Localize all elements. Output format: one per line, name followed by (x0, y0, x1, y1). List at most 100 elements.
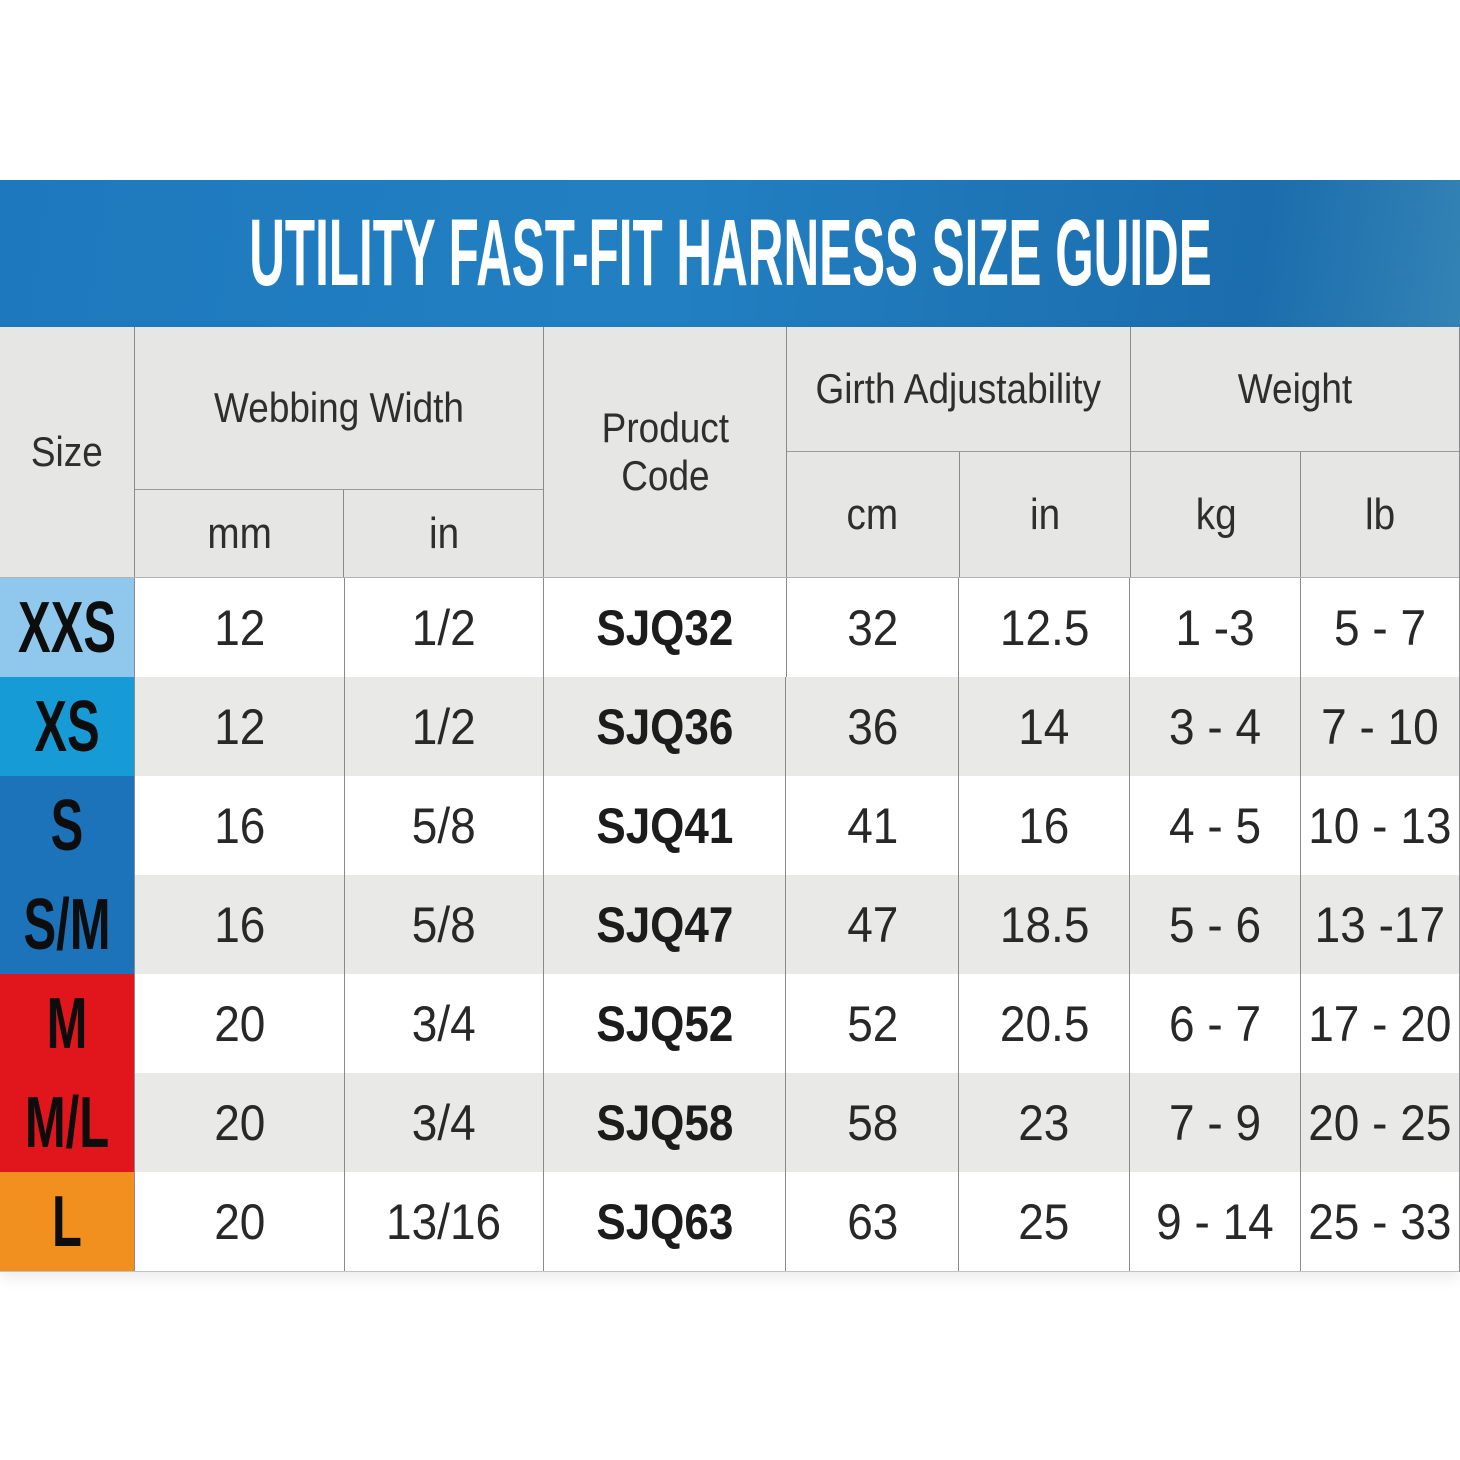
table-row: M 20 3/4 SJQ52 52 20.5 6 - 7 17 - 20 (0, 974, 1459, 1073)
cell-value: 25 - 33 (1308, 1193, 1452, 1250)
size-label: S/M (23, 884, 111, 965)
size-label: XXS (18, 587, 116, 668)
product-code-cell: SJQ41 (544, 776, 787, 875)
weight-kg-cell: 6 - 7 (1130, 974, 1302, 1073)
girth-in-cell: 25 (959, 1172, 1131, 1271)
header-girth-units: cm in (787, 452, 1130, 577)
cell-value: 5 - 6 (1169, 896, 1262, 953)
title-banner: UTILITY FAST-FIT HARNESS SIZE GUIDE (0, 180, 1460, 327)
girth-in-cell: 18.5 (959, 875, 1131, 974)
page-title: UTILITY FAST-FIT HARNESS SIZE GUIDE (248, 200, 1212, 306)
cell-value: 12 (213, 698, 265, 755)
webbing-mm-cell: 12 (135, 677, 345, 776)
header-girth-adjustability: Girth Adjustability (787, 327, 1130, 452)
weight-kg-cell: 3 - 4 (1130, 677, 1302, 776)
cell-value: 4 - 5 (1169, 797, 1262, 854)
table-header: Size Webbing Width mm in Product Code (0, 327, 1459, 578)
product-code-value: SJQ47 (596, 896, 734, 953)
product-code-value: SJQ52 (596, 995, 734, 1052)
cell-value: 7 - 9 (1169, 1094, 1262, 1151)
girth-cm-cell: 32 (787, 578, 960, 677)
girth-cm-cell: 58 (786, 1073, 960, 1172)
product-code-value: SJQ63 (596, 1193, 734, 1250)
product-code-cell: SJQ47 (544, 875, 787, 974)
size-cell: L (0, 1172, 135, 1271)
header-webbing-width: Webbing Width (135, 327, 543, 490)
girth-cm-cell: 47 (786, 875, 960, 974)
header-unit-cm: cm (787, 452, 960, 577)
header-unit-mm: mm (135, 490, 345, 577)
webbing-in-cell: 3/4 (345, 974, 544, 1073)
table-row: M/L 20 3/4 SJQ58 58 23 7 - 9 20 - 25 (0, 1073, 1459, 1172)
cell-value: 20 (213, 1193, 265, 1250)
table-row: L 20 13/16 SJQ63 63 25 9 - 14 25 - 33 (0, 1172, 1459, 1271)
cell-value: 1/2 (411, 599, 476, 656)
cell-value: 3/4 (411, 995, 476, 1052)
cell-value: 17 - 20 (1308, 995, 1452, 1052)
header-unit-girth-in: in (1029, 489, 1060, 539)
size-cell: S/M (0, 875, 135, 974)
weight-kg-cell: 9 - 14 (1130, 1172, 1302, 1271)
webbing-mm-cell: 20 (135, 1073, 345, 1172)
webbing-mm-cell: 16 (135, 776, 345, 875)
header-weight: Weight (1131, 327, 1459, 452)
webbing-mm-cell: 20 (135, 1172, 345, 1271)
cell-value: 41 (846, 797, 898, 854)
weight-lb-cell: 17 - 20 (1301, 974, 1459, 1073)
product-code-cell: SJQ52 (544, 974, 787, 1073)
cell-value: 16 (213, 896, 265, 953)
header-group-webbing-width: Webbing Width mm in (135, 327, 544, 577)
weight-lb-cell: 25 - 33 (1301, 1172, 1459, 1271)
girth-in-cell: 12.5 (959, 578, 1131, 677)
header-weight-units: kg lb (1131, 452, 1459, 577)
header-size: Size (0, 327, 135, 577)
size-cell: M (0, 974, 135, 1073)
weight-kg-cell: 4 - 5 (1130, 776, 1302, 875)
table-row: S 16 5/8 SJQ41 41 16 4 - 5 10 - 13 (0, 776, 1459, 875)
product-code-cell: SJQ32 (544, 578, 787, 677)
header-product-code-label: Product Code (601, 403, 729, 499)
header-unit-in: in (428, 508, 459, 558)
size-label: M/L (24, 1082, 110, 1163)
header-unit-lb: lb (1365, 489, 1396, 539)
weight-kg-cell: 7 - 9 (1130, 1073, 1302, 1172)
cell-value: 1 -3 (1175, 599, 1255, 656)
webbing-in-cell: 1/2 (345, 578, 544, 677)
cell-value: 20 (213, 1094, 265, 1151)
size-cell: XS (0, 677, 135, 776)
cell-value: 23 (1018, 1094, 1070, 1151)
webbing-in-cell: 13/16 (345, 1172, 544, 1271)
webbing-in-cell: 5/8 (345, 875, 544, 974)
product-code-cell: SJQ63 (544, 1172, 787, 1271)
weight-lb-cell: 5 - 7 (1301, 578, 1459, 677)
cell-value: 7 - 10 (1321, 698, 1439, 755)
girth-cm-cell: 41 (786, 776, 960, 875)
size-cell: M/L (0, 1073, 135, 1172)
girth-cm-cell: 52 (786, 974, 960, 1073)
product-code-value: SJQ36 (596, 698, 734, 755)
size-label: XS (34, 686, 100, 767)
header-size-label: Size (31, 428, 103, 475)
cell-value: 5/8 (411, 896, 476, 953)
table-row: S/M 16 5/8 SJQ47 47 18.5 5 - 6 13 -17 (0, 875, 1459, 974)
header-unit-kg: kg (1131, 452, 1302, 577)
cell-value: 1/2 (411, 698, 476, 755)
cell-value: 9 - 14 (1156, 1193, 1274, 1250)
header-product-code: Product Code (544, 327, 787, 577)
weight-lb-cell: 7 - 10 (1301, 677, 1459, 776)
header-webbing-units: mm in (135, 490, 543, 577)
cell-value: 3/4 (411, 1094, 476, 1151)
header-girth-label: Girth Adjustability (815, 365, 1102, 412)
cell-value: 36 (846, 698, 898, 755)
girth-in-cell: 20.5 (959, 974, 1131, 1073)
header-weight-label: Weight (1237, 365, 1353, 412)
cell-value: 5 - 7 (1334, 599, 1427, 656)
cell-value: 18.5 (999, 896, 1090, 953)
header-webbing-width-label: Webbing Width (214, 384, 464, 431)
cell-value: 20 - 25 (1308, 1094, 1452, 1151)
product-code-value: SJQ32 (596, 599, 734, 656)
product-code-cell: SJQ58 (544, 1073, 787, 1172)
cell-value: 13 -17 (1314, 896, 1446, 953)
size-label: S (50, 785, 84, 866)
